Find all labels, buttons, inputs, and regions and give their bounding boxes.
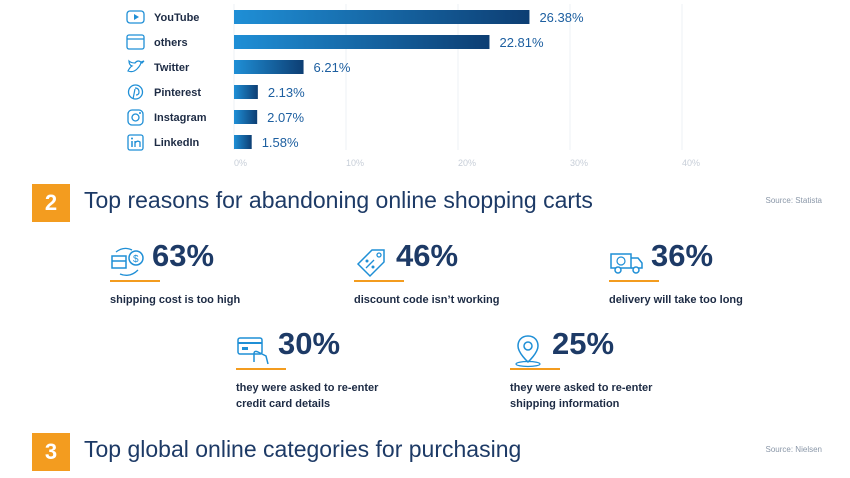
stat-percent: 46% — [396, 238, 459, 273]
stat-underline — [236, 368, 286, 370]
stat-percent: 25% — [552, 326, 615, 361]
credit-card-icon — [237, 337, 269, 365]
stat-description: they were asked to re-enter credit card … — [236, 382, 379, 410]
bar-twitter — [234, 60, 304, 74]
svg-text:$: $ — [133, 254, 139, 265]
bar-instagram — [234, 110, 258, 124]
category-label: Pinterest — [154, 87, 201, 99]
source-note: Source: Nielsen — [765, 445, 822, 454]
bar-pinterest — [234, 85, 258, 99]
pinterest-icon — [127, 84, 144, 100]
value-label: 26.38% — [539, 10, 584, 25]
stat-underline — [354, 280, 404, 282]
source-note: Source: Statista — [765, 196, 822, 205]
stat-underline — [609, 280, 659, 282]
twitter-icon — [127, 59, 145, 73]
chart-svg: 0% 10% 20% 30% 40% YouTube 26.38% others 22.81% T… — [126, 4, 700, 168]
section-number-badge: 3 — [32, 433, 70, 471]
stat-percent: 36% — [651, 238, 714, 273]
category-label: Twitter — [154, 62, 190, 74]
section-title: Top reasons for abandoning online shoppi… — [84, 187, 593, 213]
category-label: others — [154, 37, 188, 49]
bar-linkedin — [234, 135, 252, 149]
shipping-cost-icon: $ — [111, 247, 144, 276]
x-tick-label: 40% — [682, 158, 700, 168]
value-label: 1.58% — [262, 135, 299, 150]
social-traffic-chart: 0% 10% 20% 30% 40% YouTube 26.38% others 22.81% T… — [0, 0, 850, 180]
stat-delivery-time: 36% delivery will take too long — [609, 238, 849, 328]
section-number-badge: 2 — [32, 184, 70, 222]
value-label: 2.13% — [268, 85, 305, 100]
stat-underline — [110, 280, 160, 282]
section-title: Top global online categories for purchas… — [84, 436, 522, 462]
stat-description: discount code isn’t working — [354, 294, 500, 306]
bar-others — [234, 35, 490, 49]
category-label: LinkedIn — [154, 137, 200, 149]
section-2-header: 2 Top reasons for abandoning online shop… — [32, 184, 822, 222]
section-3-header: 3 Top global online categories for purch… — [32, 433, 822, 471]
youtube-icon — [126, 10, 145, 24]
category-label: Instagram — [154, 112, 207, 124]
others-icon — [126, 34, 145, 50]
stat-description: they were asked to re-enter shipping inf… — [510, 382, 653, 410]
stat-shipping-cost: $ 63% shipping cost is too high — [110, 238, 350, 328]
x-tick-label: 30% — [570, 158, 588, 168]
bar-youtube — [234, 10, 530, 24]
stat-shipping-info: 25% they were asked to re-enter shipping… — [510, 326, 750, 416]
stat-description: shipping cost is too high — [110, 294, 241, 306]
value-label: 2.07% — [267, 110, 304, 125]
value-label: 22.81% — [499, 35, 544, 50]
stat-percent: 30% — [278, 326, 341, 361]
discount-tag-icon — [356, 249, 385, 278]
delivery-truck-icon — [610, 253, 643, 274]
category-label: YouTube — [154, 12, 199, 24]
instagram-icon — [127, 109, 144, 126]
x-tick-label: 20% — [458, 158, 476, 168]
x-tick-label: 10% — [346, 158, 364, 168]
stat-discount-code: 46% discount code isn’t working — [354, 238, 594, 328]
stat-credit-card: 30% they were asked to re-enter credit c… — [236, 326, 476, 416]
stat-description: delivery will take too long — [609, 294, 743, 306]
stat-underline — [510, 368, 560, 370]
stat-percent: 63% — [152, 238, 215, 273]
location-pin-icon — [515, 335, 541, 368]
linkedin-icon — [127, 134, 144, 151]
x-tick-label: 0% — [234, 158, 247, 168]
value-label: 6.21% — [314, 60, 351, 75]
